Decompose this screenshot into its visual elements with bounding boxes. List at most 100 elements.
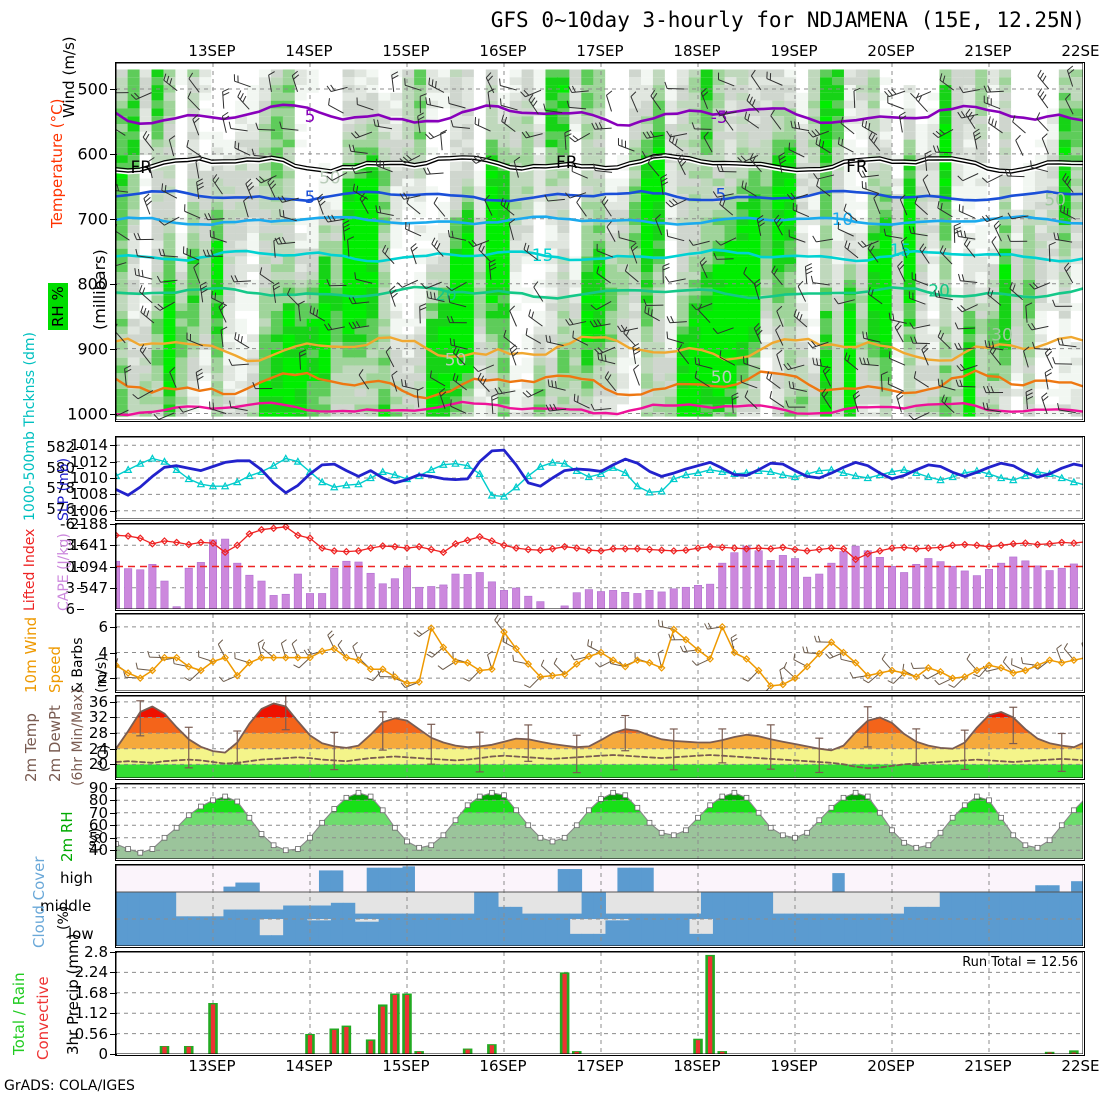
date-tick-17sep: 17SEP [576, 42, 624, 60]
upper-air-axis-label: (millibars) [90, 249, 109, 330]
rh2m-axis-label: 2m RH [58, 811, 76, 862]
precip-axis-label: 3hr Precip (mm) [64, 933, 82, 1055]
temp2m-tick-28: 28 [88, 724, 108, 743]
thickness-tick-580: 580 [46, 458, 75, 477]
wind-tick-2: 2 [98, 669, 108, 688]
axis-tick [77, 545, 84, 547]
pressure-tick-600: 600 [77, 144, 108, 164]
date-tick-18sep: 18SEP [673, 1057, 721, 1075]
axis-tick [110, 952, 117, 953]
pressure-tick-700: 700 [77, 209, 108, 229]
cloud-axis-units: (%) [56, 905, 72, 930]
slp-tick-1010: 1010 [69, 469, 108, 487]
cloud-row-label-low: low [68, 925, 94, 943]
wind10m-axis-units: (m/s) [94, 656, 110, 693]
pressure-tick-500: 500 [77, 79, 108, 99]
pressure-tick-900: 900 [77, 339, 108, 359]
panel-li-cape[interactable] [115, 523, 1085, 611]
date-tick-16sep: 16SEP [479, 42, 527, 60]
run-total-label: Run Total = 12.56 [962, 955, 1078, 970]
axis-tick [77, 488, 84, 490]
slp-tick-1008: 1008 [69, 485, 108, 504]
wind10m-axis-label-c: & Barbs [70, 637, 86, 694]
temp2m-tick-36: 36 [88, 692, 108, 711]
legend-rh: RH % [48, 283, 68, 330]
axis-tick [110, 445, 117, 447]
cloud-row-label-high: high [60, 869, 93, 887]
date-tick-13sep: 13SEP [188, 42, 236, 60]
axis-tick [110, 733, 117, 735]
date-tick-20sep: 20SEP [867, 1057, 915, 1075]
legend-temperature: Temperature (°C) [48, 98, 66, 228]
temp2m-tick-20: 20 [88, 755, 108, 774]
wind10m-axis-label-a: 10m Wind [22, 616, 40, 693]
date-tick-15sep: 15SEP [382, 1057, 430, 1075]
credit-label: GrADS: COLA/IGES [4, 1078, 135, 1094]
date-tick-21sep: 21SEP [964, 42, 1012, 60]
date-tick-19sep: 19SEP [770, 1057, 818, 1075]
date-tick-14sep: 14SEP [285, 42, 333, 60]
panel-precip[interactable]: Run Total = 12.56 [115, 951, 1085, 1056]
svg-text:5: 5 [716, 185, 727, 205]
axis-tick [77, 467, 84, 469]
rh2m-tick-70: 70 [88, 803, 108, 822]
axis-tick [110, 992, 117, 994]
date-tick-17sep: 17SEP [576, 1057, 624, 1075]
cape-tick-547: 547 [79, 578, 108, 597]
panel-10m-wind[interactable] [115, 613, 1085, 693]
panel-cloud-cover[interactable] [115, 864, 1085, 948]
slp-tick-1006: 1006 [69, 501, 108, 520]
rh2m-tick-50: 50 [88, 828, 108, 847]
date-tick-18sep: 18SEP [673, 42, 721, 60]
svg-text:30: 30 [991, 326, 1013, 346]
cape-tick-1094: 1094 [69, 557, 108, 576]
temp2m-tick-24: 24 [88, 739, 108, 758]
temp2m-axis-label-c: (6hr Min/Max) [70, 688, 86, 786]
axis-tick [77, 566, 84, 568]
panel-thickness-slp[interactable] [115, 436, 1085, 521]
svg-text:50: 50 [711, 368, 733, 388]
svg-text:FR: FR [846, 157, 868, 177]
axis-tick [110, 154, 117, 156]
precip-legend-convective: Convective [34, 976, 52, 1060]
li-tick-0: 0 [65, 557, 75, 576]
axis-tick [110, 825, 117, 827]
svg-text:15: 15 [532, 246, 554, 266]
cape-axis-label: CAPE (J/kg) [56, 533, 72, 611]
axis-tick [110, 478, 117, 479]
svg-text:FR: FR [131, 158, 153, 178]
date-tick-22sep: 22SEP [1061, 42, 1100, 60]
wind10m-axis-label-b: Speed [46, 645, 64, 693]
li-tick-3: 3 [65, 578, 75, 597]
axis-tick [110, 800, 117, 802]
axis-tick [110, 748, 117, 750]
lifted-index-axis-label: Lifted Index [22, 528, 38, 611]
rh2m-tick-40: 40 [88, 841, 108, 860]
axis-tick [77, 524, 84, 525]
temp2m-axis-label-b: 2m DewPt [46, 705, 64, 782]
axis-tick [77, 587, 84, 589]
thickness-tick-582: 582 [46, 438, 75, 457]
svg-text:5: 5 [305, 188, 316, 208]
axis-tick [110, 284, 117, 286]
axis-tick [110, 972, 117, 974]
axis-tick [110, 1013, 117, 1015]
date-tick-22sep: 22SEP [1061, 1057, 1100, 1075]
panel-2m-temp[interactable] [115, 695, 1085, 780]
rh2m-tick-80: 80 [88, 791, 108, 810]
slp-tick-1014: 1014 [69, 436, 108, 455]
panel-upper-air[interactable]: 5 -5 FR FR FR 5 5 10 50 15 15 20 20 30 50 50 50 [115, 62, 1085, 422]
axis-tick [110, 837, 117, 839]
axis-tick [110, 652, 117, 654]
precip-tick-2-24: 2.24 [74, 963, 108, 982]
axis-tick [110, 461, 117, 463]
axis-tick [110, 89, 117, 91]
panel-2m-rh[interactable] [115, 783, 1085, 861]
date-tick-14sep: 14SEP [285, 1057, 333, 1075]
temp2m-axis-units: (°C) [96, 744, 112, 772]
axis-tick [110, 626, 117, 628]
page-title: GFS 0~10day 3-hourly for NDJAMENA (15E, … [490, 8, 1085, 32]
axis-tick [110, 701, 117, 703]
svg-text:-5: -5 [711, 108, 728, 128]
precip-legend-total: Total / Rain [10, 972, 28, 1055]
